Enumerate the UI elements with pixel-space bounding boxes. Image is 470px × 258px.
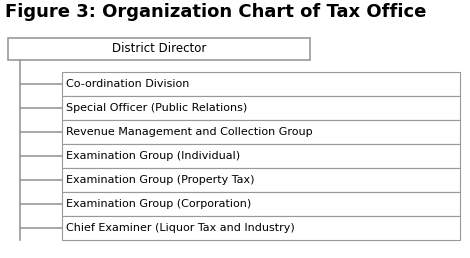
Text: District Director: District Director (112, 43, 206, 55)
FancyBboxPatch shape (62, 168, 460, 192)
FancyBboxPatch shape (62, 192, 460, 216)
Text: Special Officer (Public Relations): Special Officer (Public Relations) (66, 103, 247, 113)
Text: Examination Group (Property Tax): Examination Group (Property Tax) (66, 175, 254, 185)
Text: Revenue Management and Collection Group: Revenue Management and Collection Group (66, 127, 313, 137)
FancyBboxPatch shape (62, 96, 460, 120)
Text: Chief Examiner (Liquor Tax and Industry): Chief Examiner (Liquor Tax and Industry) (66, 223, 295, 233)
Text: Examination Group (Individual): Examination Group (Individual) (66, 151, 240, 161)
FancyBboxPatch shape (62, 144, 460, 168)
FancyBboxPatch shape (62, 216, 460, 240)
Text: Co-ordination Division: Co-ordination Division (66, 79, 189, 89)
FancyBboxPatch shape (62, 72, 460, 96)
Text: Examination Group (Corporation): Examination Group (Corporation) (66, 199, 251, 209)
FancyBboxPatch shape (8, 38, 310, 60)
FancyBboxPatch shape (62, 120, 460, 144)
Text: Figure 3: Organization Chart of Tax Office: Figure 3: Organization Chart of Tax Offi… (5, 3, 426, 21)
